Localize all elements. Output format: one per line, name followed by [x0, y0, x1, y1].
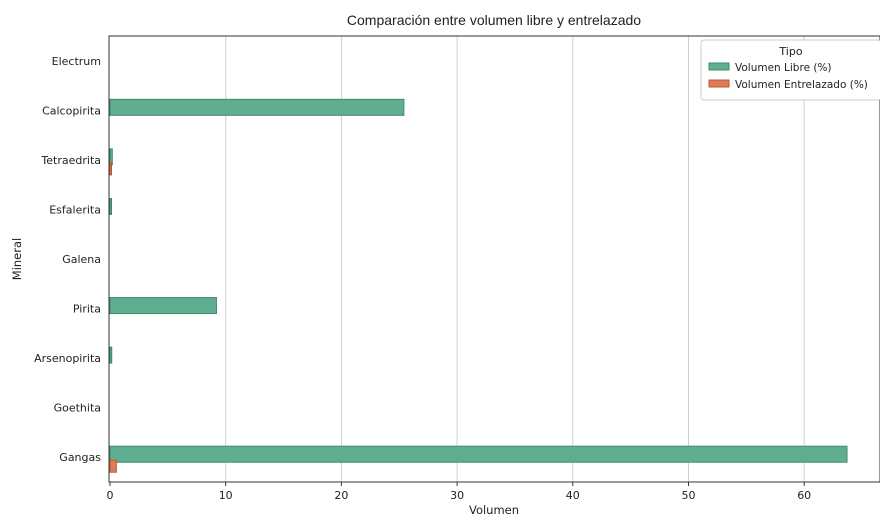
y-axis-ticks: Electrum Calcopirita Tetraedrita Esfalerita…: [34, 55, 101, 464]
legend-label-entrelazado: Volumen Entrelazado (%): [735, 79, 868, 91]
x-tick-label: 10: [219, 489, 233, 502]
x-tick-label: 40: [566, 489, 580, 502]
legend-title: Tipo: [778, 45, 802, 58]
y-tick-label: Arsenopirita: [34, 352, 101, 365]
bar-entrelazado-gangas: [109, 459, 117, 473]
plot-frame: [108, 35, 880, 483]
legend: Tipo Volumen Libre (%) Volumen Entrelaza…: [700, 39, 880, 101]
x-tick-label: 30: [450, 489, 464, 502]
y-tick-label: Pirita: [73, 303, 101, 316]
x-tick-label: 20: [334, 489, 348, 502]
y-axis-label: Mineral: [10, 238, 24, 280]
legend-label-libre: Volumen Libre (%): [735, 62, 832, 74]
x-axis-ticks: 0 10 20 30 40 50 60: [107, 482, 811, 502]
x-tick-label: 50: [682, 489, 696, 502]
bar-libre-gangas: [109, 445, 848, 463]
bar-libre-calcopirita: [109, 98, 405, 116]
x-axis-label: Volumen: [469, 503, 519, 517]
bar-libre-pirita: [109, 297, 217, 315]
x-tick-label: 60: [797, 489, 811, 502]
y-tick-label: Esfalerita: [49, 203, 101, 216]
legend-swatch-entrelazado: [708, 79, 730, 88]
chart-title: Comparación entre volumen libre y entrel…: [347, 12, 641, 28]
legend-swatch-libre: [708, 62, 730, 71]
y-tick-label: Galena: [62, 253, 101, 266]
bars: [109, 98, 848, 473]
y-tick-label: Goethita: [54, 402, 101, 415]
x-tick-label: 0: [107, 489, 114, 502]
bar-libre-esfalerita: [109, 197, 112, 215]
y-tick-label: Gangas: [59, 451, 101, 464]
y-tick-label: Electrum: [52, 55, 101, 68]
y-tick-label: Calcopirita: [42, 104, 101, 117]
bar-entrelazado-tetraedrita: [109, 162, 112, 176]
bar-libre-arsenopirita: [109, 346, 113, 364]
legend-box: [700, 39, 880, 101]
y-tick-label: Tetraedrita: [40, 154, 101, 167]
